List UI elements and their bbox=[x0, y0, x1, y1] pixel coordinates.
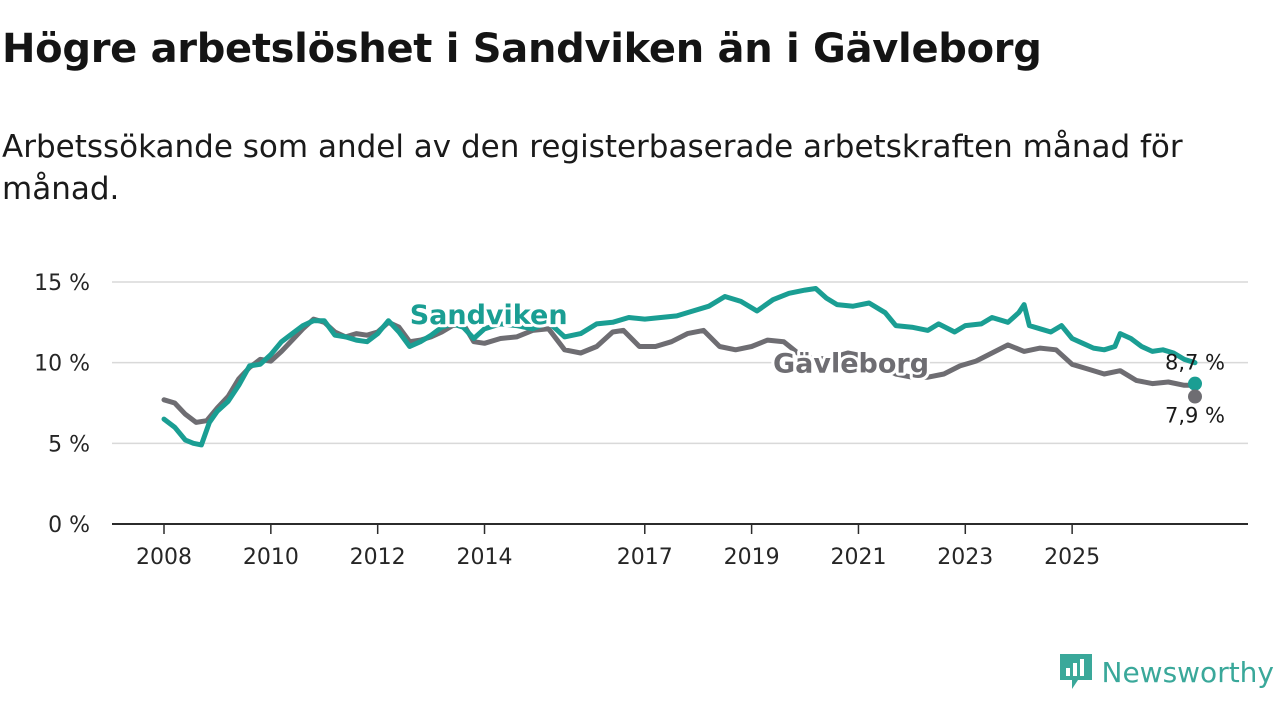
brand: Newsworthy bbox=[1058, 652, 1275, 692]
y-tick-label: 0 % bbox=[48, 513, 90, 538]
x-tick-label: 2021 bbox=[830, 545, 886, 570]
chart-subtitle: Arbetssökande som andel av den registerb… bbox=[2, 129, 1183, 207]
chart-title: Högre arbetslöshet i Sandviken än i Gävl… bbox=[2, 26, 1042, 72]
x-tick-label: 2014 bbox=[457, 545, 513, 570]
y-tick-label: 10 % bbox=[34, 352, 90, 377]
series-lines bbox=[161, 286, 1202, 448]
x-tick-label: 2012 bbox=[350, 545, 406, 570]
x-tick-label: 2010 bbox=[243, 545, 299, 570]
end-value-label: 8,7 % bbox=[1165, 351, 1225, 375]
y-tick-label: 5 % bbox=[48, 432, 90, 457]
series-name-label: Gävleborg bbox=[773, 348, 929, 379]
x-tick-label: 2019 bbox=[724, 545, 780, 570]
newsworthy-logo-icon bbox=[1059, 654, 1092, 689]
brand-name: Newsworthy bbox=[1101, 655, 1275, 689]
series-name-label: Sandviken bbox=[410, 300, 568, 331]
x-axis: 2008 2010 2012 2014 2017 2019 2021 2023 2025 bbox=[112, 523, 1248, 570]
end-point-dot bbox=[1188, 376, 1202, 391]
y-tick-label: 15 % bbox=[34, 271, 90, 296]
x-tick-label: 2008 bbox=[136, 545, 192, 570]
grid-lines: 0 % 5 % 10 % 15 % bbox=[34, 271, 1248, 538]
series-line-gvleborg bbox=[161, 316, 1198, 425]
series-labels: 8,7 % 7,9 % Sandviken Gävleborg bbox=[407, 297, 1225, 428]
end-value-label: 7,9 % bbox=[1165, 404, 1225, 428]
x-tick-label: 2023 bbox=[937, 545, 993, 570]
series-line-sandviken bbox=[161, 286, 1198, 448]
x-tick-label: 2017 bbox=[617, 545, 673, 570]
x-tick-label: 2025 bbox=[1044, 545, 1100, 570]
end-point-dot bbox=[1188, 389, 1202, 404]
